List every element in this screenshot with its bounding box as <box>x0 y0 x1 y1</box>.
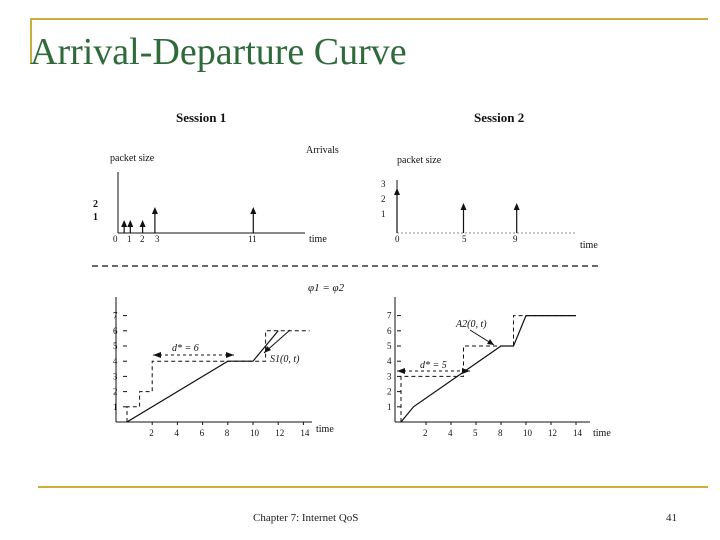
s2-arr-xtick: 5 <box>462 234 467 244</box>
s1-arrival-arrow-head <box>127 220 134 227</box>
phi-label: φ1 = φ2 <box>308 282 345 294</box>
arrival-departure-figure: Session 1 Session 2 Arrivals packet size… <box>92 110 611 439</box>
s2-xtick-label: 14 <box>573 428 583 438</box>
s1-xtick-label: 14 <box>300 428 310 438</box>
s1-xtick-label: 10 <box>250 428 260 438</box>
s1-service-label: S1(0, t) <box>270 354 300 365</box>
s2-xtick-label: 10 <box>523 428 533 438</box>
s1-arrival-curve <box>126 330 310 422</box>
s2-delay-label: d* = 5 <box>420 360 447 371</box>
s2-ytick-label: 6 <box>387 326 392 336</box>
s1-arr-xtick: 0 <box>113 234 118 244</box>
s1-packet-size-label: packet size <box>110 153 155 164</box>
s2-ytick-label: 7 <box>387 311 392 321</box>
s1-arr-ytick: 1 <box>93 212 98 223</box>
s2-xtick-label: 5 <box>473 428 478 438</box>
s2-arrival-pointer-arrow <box>487 339 494 345</box>
s1-xtick-label: 2 <box>149 428 154 438</box>
s2-delay-arrow-left <box>397 368 405 374</box>
footer-chapter: Chapter 7: Internet QoS <box>253 512 359 524</box>
s2-xtick-label: 8 <box>498 428 503 438</box>
s2-ytick-label: 2 <box>387 387 392 397</box>
s1-arrival-arrow-head <box>250 207 257 214</box>
s1-arrival-arrow-head <box>121 220 128 227</box>
s2-arrival-arrow-head <box>460 203 467 210</box>
s2-arrival-curve <box>400 315 576 422</box>
s2-arrival-arrow-head <box>394 188 400 195</box>
session1-title: Session 1 <box>176 110 226 125</box>
slide-title: Arrival-Departure Curve <box>30 31 407 73</box>
s2-ytick-label: 4 <box>387 356 392 366</box>
s1-delay-arrow-right <box>226 352 234 358</box>
s2-packet-size-label: packet size <box>397 155 442 166</box>
s1-xtick-label: 4 <box>174 428 179 438</box>
footer-rule <box>38 486 708 488</box>
s2-arrivals-time-label: time <box>580 240 598 251</box>
s2-arr-ytick: 1 <box>381 209 386 219</box>
s1-ytick-label: 6 <box>113 326 118 336</box>
s1-ytick-label: 5 <box>113 341 118 351</box>
s2-xtick-label: 12 <box>548 428 557 438</box>
s2-curve-time-label: time <box>593 428 611 439</box>
title-side-rule <box>30 18 32 64</box>
s1-arrivals-time-label: time <box>309 234 327 245</box>
s2-arr-ytick: 3 <box>381 179 386 189</box>
s1-ytick-label: 2 <box>113 387 118 397</box>
s2-xtick-label: 2 <box>423 428 428 438</box>
s2-ytick-label: 5 <box>387 341 392 351</box>
s2-arrival-arrow-head <box>513 203 520 210</box>
s2-service-curve <box>400 315 576 423</box>
s1-arr-xtick: 1 <box>127 234 132 244</box>
session2-title: Session 2 <box>474 110 524 125</box>
s2-delay-arrow-right <box>462 368 470 374</box>
s1-arr-xtick: 2 <box>140 234 145 244</box>
s1-curve-time-label: time <box>316 424 334 435</box>
s2-arr-xtick: 9 <box>513 234 518 244</box>
s1-ytick-label: 7 <box>113 311 118 321</box>
s1-xtick-label: 12 <box>275 428 284 438</box>
s1-arr-xtick: 3 <box>155 234 160 244</box>
s1-arr-ytick: 2 <box>93 199 98 210</box>
s1-xtick-label: 6 <box>200 428 205 438</box>
s1-ytick-label: 4 <box>113 356 118 366</box>
s1-delay-arrow-left <box>153 352 161 358</box>
s2-arr-xtick: 0 <box>395 234 400 244</box>
s1-xtick-label: 8 <box>225 428 230 438</box>
s1-service-pointer-arrow <box>264 346 271 353</box>
s2-ytick-label: 1 <box>387 402 392 412</box>
s1-ytick-label: 1 <box>113 402 118 412</box>
s2-arrival-label: A2(0, t) <box>455 319 487 330</box>
s1-arrival-arrow-head <box>151 207 158 214</box>
s2-ytick-label: 3 <box>387 371 392 381</box>
s2-arr-ytick: 2 <box>381 194 386 204</box>
s1-arrival-arrow-head <box>139 220 146 227</box>
s1-service-curve <box>126 330 279 423</box>
title-top-rule <box>30 18 708 20</box>
s1-delay-label: d* = 6 <box>172 343 199 354</box>
s1-ytick-label: 3 <box>113 371 118 381</box>
s1-arr-xtick: 11 <box>248 234 257 244</box>
s2-xtick-label: 4 <box>448 428 453 438</box>
page-number: 41 <box>666 512 677 524</box>
arrivals-label: Arrivals <box>306 145 339 156</box>
